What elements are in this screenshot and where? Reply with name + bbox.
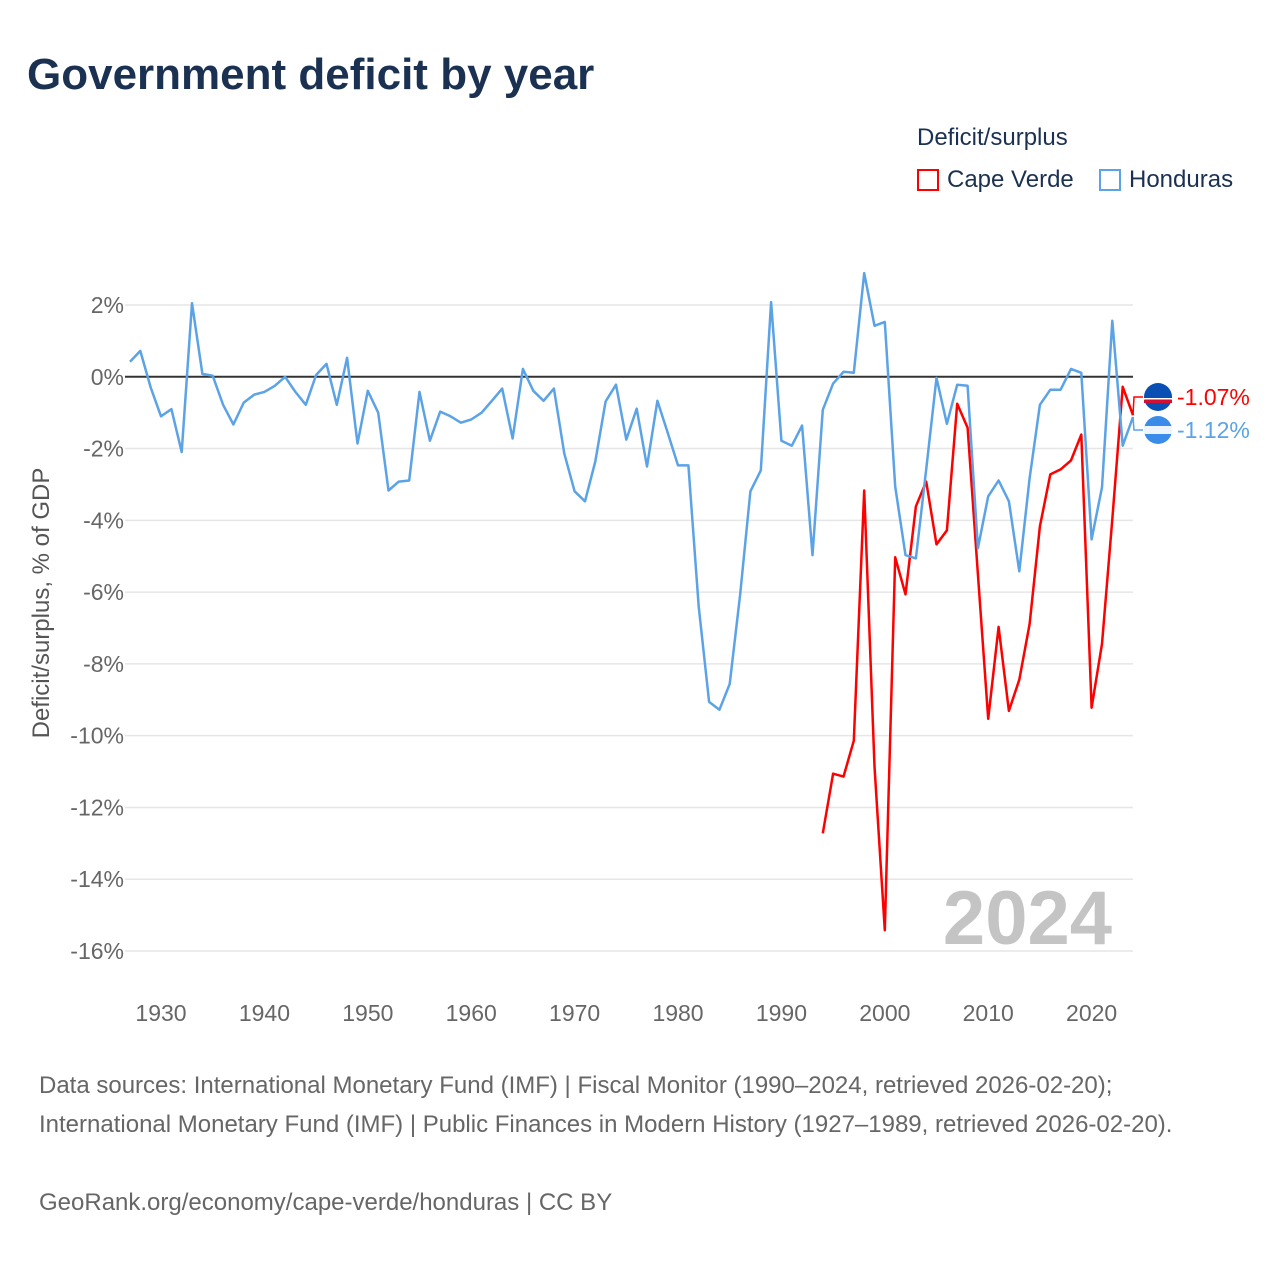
y-tick-label: 0% [91,364,124,390]
x-tick-label: 2000 [859,1000,910,1026]
x-tick-label: 1930 [135,1000,186,1026]
x-tick-label: 1960 [446,1000,497,1026]
credit-link[interactable]: GeoRank.org/economy/cape-verde/honduras … [39,1189,613,1216]
label-connector [1132,416,1143,431]
legend-item-honduras[interactable]: Honduras [1099,166,1233,194]
flag-stripe [1144,398,1172,400]
y-tick-label: -14% [70,866,124,892]
x-tick-label: 1980 [652,1000,703,1026]
series-line-cape-verde [821,385,1135,932]
legend-title: Deficit/surplus [917,124,1068,151]
legend-swatch [917,169,939,191]
x-tick-label: 1950 [342,1000,393,1026]
y-tick-label: 2% [91,292,124,318]
end-value-label: -1.12% [1177,417,1250,443]
x-tick-label: 1970 [549,1000,600,1026]
y-tick-label: -4% [83,507,124,533]
flag-stripe [1144,426,1172,434]
flag-stripe [1144,400,1172,403]
cape-verde-flag-icon [1144,383,1172,411]
x-tick-label: 1990 [756,1000,807,1026]
legend-label: Cape Verde [947,166,1074,193]
y-tick-label: -12% [70,794,124,820]
x-tick-label: 2010 [963,1000,1014,1026]
y-tick-label: -2% [83,436,124,462]
series-line-honduras [129,271,1135,712]
y-tick-label: -16% [70,938,124,964]
y-tick-label: -10% [70,723,124,749]
x-tick-label: 1940 [239,1000,290,1026]
year-watermark: 2024 [943,876,1112,961]
x-tick-label: 2020 [1066,1000,1117,1026]
data-sources: Data sources: International Monetary Fun… [39,1072,1173,1138]
end-value-label: -1.07% [1177,384,1250,410]
legend-swatch [1099,169,1121,191]
legend-label: Honduras [1129,166,1234,193]
legend-item-cape-verde[interactable]: Cape Verde [917,166,1074,194]
chart-title: Government deficit by year [27,50,595,99]
label-connector [1132,396,1143,416]
y-tick-label: -8% [83,651,124,677]
y-tick-label: -6% [83,579,124,605]
